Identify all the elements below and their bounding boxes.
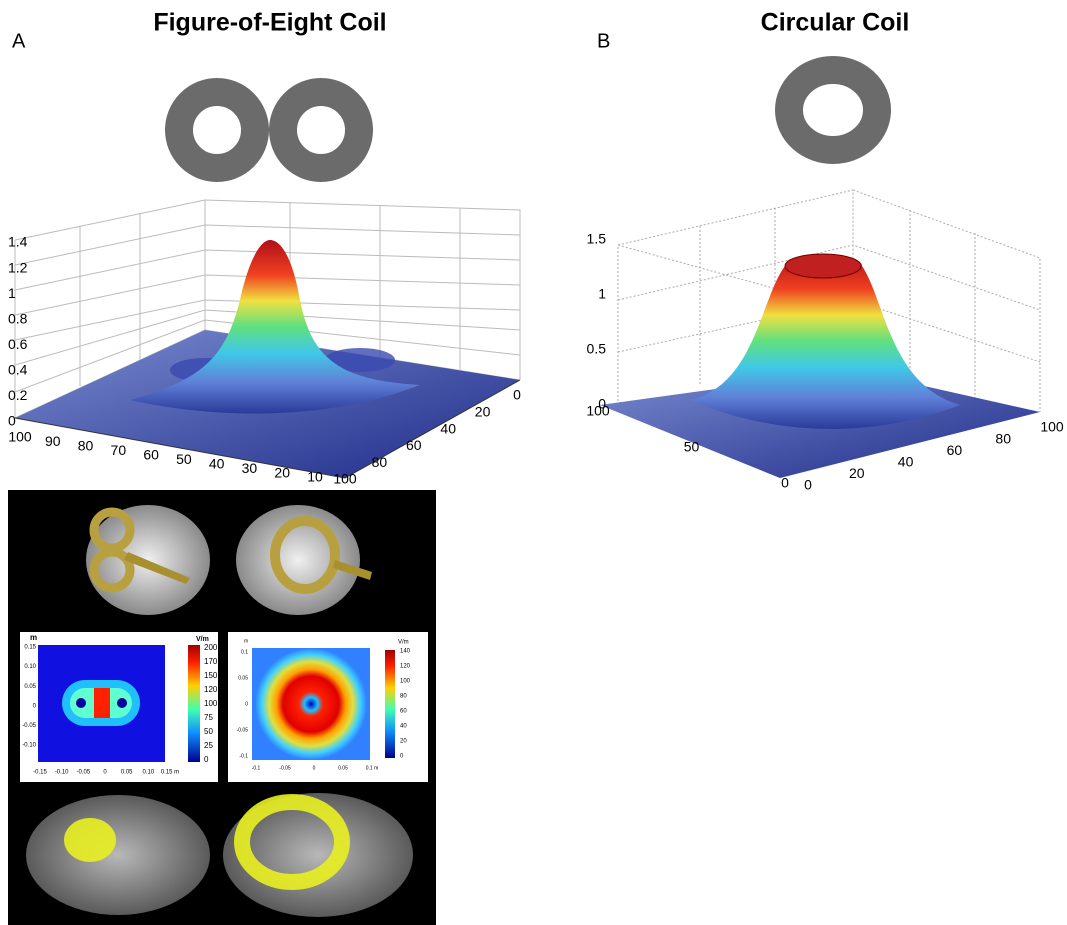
figure: A Figure-of-Eight Coil B Circular Coil 0… xyxy=(0,0,1067,925)
z-tick-label: 0.6 xyxy=(8,336,28,352)
x-tick-label: 10 xyxy=(307,469,323,485)
x-tick-label: 0.15 m xyxy=(161,770,179,776)
surface-rim xyxy=(785,254,861,278)
y-tick-label: 0.05 xyxy=(24,684,36,690)
axis-unit: m xyxy=(244,638,248,644)
x-tick-label: 0.10 xyxy=(142,770,154,776)
colorbar-tick-label: 75 xyxy=(204,713,213,722)
z-tick-label: 1 xyxy=(8,285,16,301)
colorbar xyxy=(385,650,395,758)
colorbar-tick-label: 140 xyxy=(400,649,411,655)
z-tick-label: 1.5 xyxy=(587,231,607,247)
x-tick-label: 0 xyxy=(781,475,789,491)
y-tick-label: 0 xyxy=(245,701,248,707)
x-tick-label: -0.15 xyxy=(33,770,47,776)
panel-label: A xyxy=(12,30,26,52)
z-tick-label: 0 xyxy=(8,413,16,429)
z-tick-label: 0.8 xyxy=(8,310,28,326)
colorbar-tick-label: 100 xyxy=(400,679,411,685)
colorbar-tick-label: 0 xyxy=(204,755,209,764)
y-tick-label: -0.05 xyxy=(22,723,36,729)
y-tick-label: 60 xyxy=(406,437,422,453)
colorbar-tick-label: 40 xyxy=(400,724,407,730)
surface-peak xyxy=(130,240,420,414)
colorbar-tick-label: 25 xyxy=(204,741,213,750)
y-tick-label: -0.1 xyxy=(239,753,248,759)
colorbar-tick-label: 20 xyxy=(400,739,407,745)
head xyxy=(86,505,210,615)
x-tick-label: 70 xyxy=(111,442,127,458)
x-tick-label: -0.10 xyxy=(55,770,69,776)
y-tick-label: 80 xyxy=(995,430,1011,446)
x-tick-label: 0.1 m xyxy=(366,765,379,771)
coil-icon xyxy=(789,70,877,150)
coil-icon xyxy=(179,92,255,168)
y-tick-label: -0.10 xyxy=(22,743,36,749)
z-tick-label: 1.2 xyxy=(8,259,28,275)
panel-title: Circular Coil xyxy=(761,9,910,37)
y-tick-label: 40 xyxy=(898,454,914,470)
heatmap-center xyxy=(117,698,127,708)
x-tick-label: -0.05 xyxy=(279,765,291,771)
x-tick-label: 40 xyxy=(209,455,225,471)
x-tick-label: 60 xyxy=(143,446,159,462)
brain xyxy=(26,795,210,915)
colorbar-tick-label: 50 xyxy=(204,727,213,736)
heatmap-center xyxy=(76,698,86,708)
y-tick-label: 100 xyxy=(1040,419,1064,435)
colorbar-tick-label: 120 xyxy=(204,685,218,694)
colorbar-tick-label: 100 xyxy=(204,699,218,708)
x-tick-label: 0.05 xyxy=(121,770,133,776)
axis-unit: m xyxy=(30,633,37,642)
panel-title: Figure-of-Eight Coil xyxy=(153,9,386,37)
x-tick-label: 90 xyxy=(45,433,61,449)
y-tick-label: 0.1 xyxy=(241,649,248,655)
z-tick-label: 1 xyxy=(598,286,606,302)
colorbar-tick-label: 60 xyxy=(400,709,407,715)
x-tick-label: 0 xyxy=(313,765,316,771)
y-tick-label: 80 xyxy=(372,454,388,470)
coil-icon xyxy=(283,92,359,168)
y-tick-label: 0 xyxy=(513,387,521,403)
x-tick-label: 100 xyxy=(586,403,610,419)
surface-plateau xyxy=(690,254,960,429)
y-tick-label: 20 xyxy=(849,465,865,481)
y-tick-label: 0 xyxy=(804,477,812,493)
x-tick-label: 20 xyxy=(274,464,290,480)
heatmap-field xyxy=(255,648,367,760)
stimulated-area xyxy=(64,818,116,862)
y-tick-label: -0.05 xyxy=(237,727,249,733)
y-tick-label: 20 xyxy=(475,404,491,420)
x-tick-label: 30 xyxy=(242,460,258,476)
colorbar-title: V/m xyxy=(398,640,409,646)
x-tick-label: -0.1 xyxy=(252,765,261,771)
x-tick-label: 50 xyxy=(176,451,192,467)
z-tick-label: 0.2 xyxy=(8,387,28,403)
x-tick-label: 80 xyxy=(78,438,94,454)
heatmap-peak xyxy=(94,688,110,718)
colorbar-tick-label: 170 xyxy=(204,657,218,666)
z-tick-label: 0.4 xyxy=(8,362,28,378)
colorbar xyxy=(188,645,200,762)
z-tick-label: 0.5 xyxy=(587,341,607,357)
x-tick-label: 0.05 xyxy=(338,765,348,771)
y-tick-label: 40 xyxy=(440,420,456,436)
x-tick-label: 50 xyxy=(684,439,700,455)
y-tick-label: 100 xyxy=(333,471,357,487)
x-tick-label: -0.05 xyxy=(76,770,90,776)
colorbar-tick-label: 150 xyxy=(204,671,218,680)
colorbar-tick-label: 80 xyxy=(400,694,407,700)
y-tick-label: 0.10 xyxy=(24,664,36,670)
colorbar-tick-label: 200 xyxy=(204,643,218,652)
y-tick-label: 60 xyxy=(947,442,963,458)
x-tick-label: 100 xyxy=(8,429,32,445)
colorbar-title: V/m xyxy=(196,636,209,643)
z-tick-label: 1.4 xyxy=(8,234,28,250)
y-tick-label: 0.05 xyxy=(238,675,248,681)
y-tick-label: 0.15 xyxy=(24,645,36,651)
panel-label: B xyxy=(597,30,610,52)
colorbar-tick-label: 120 xyxy=(400,664,411,670)
